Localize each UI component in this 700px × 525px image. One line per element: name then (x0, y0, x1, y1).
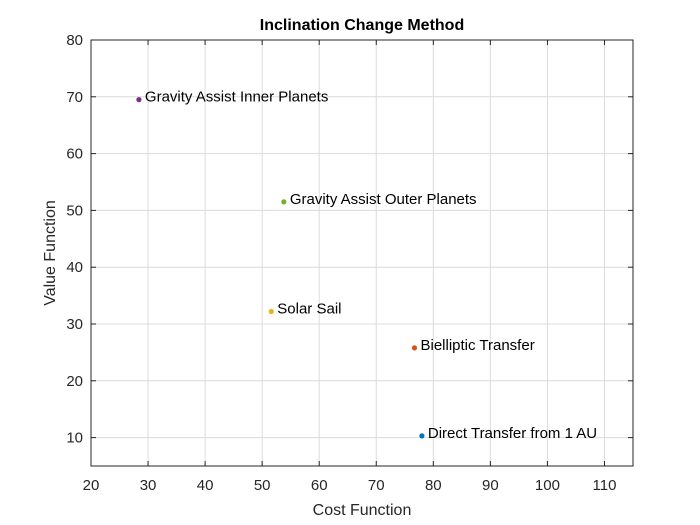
x-tick-label: 30 (140, 477, 157, 494)
y-tick-label: 50 (66, 202, 83, 219)
y-axis-label: Value Function (42, 200, 59, 306)
data-point-label: Solar Sail (277, 301, 341, 318)
x-tick-label: 50 (254, 477, 271, 494)
data-point (281, 199, 287, 205)
data-point (419, 433, 425, 439)
y-tick-label: 20 (66, 373, 83, 390)
axis-ticks: 20 30 40 50 60 70 80 90 100 110 10 20 30 40 50 60 70 80 (66, 32, 633, 494)
y-tick-label: 60 (66, 146, 83, 163)
y-tick-label: 80 (66, 32, 83, 49)
data-point (411, 345, 418, 351)
x-axis-label: Cost Function (313, 502, 412, 519)
plot-frame (90, 39, 634, 467)
data-point-label: Gravity Assist Outer Planets (290, 191, 477, 208)
x-tick-label: 60 (311, 477, 328, 494)
y-tick-label: 30 (66, 316, 83, 333)
x-tick-label: 80 (425, 477, 442, 494)
y-tick-label: 70 (66, 89, 83, 106)
data-point (268, 308, 274, 315)
x-tick-label: 20 (83, 477, 100, 494)
data-point-label: Direct Transfer from 1 AU (428, 425, 597, 442)
x-tick-label: 90 (482, 477, 499, 494)
data-point-label: Bielliptic Transfer (420, 337, 534, 354)
x-tick-label: 40 (197, 477, 214, 494)
x-tick-label: 70 (368, 477, 385, 494)
x-tick-label: 100 (535, 477, 560, 494)
chart-title: Inclination Change Method (260, 17, 464, 34)
data-point-label: Gravity Assist Inner Planets (145, 89, 328, 106)
x-tick-label: 110 (593, 477, 617, 494)
y-tick-label: 40 (66, 259, 83, 276)
y-tick-label: 10 (66, 430, 83, 447)
data-points: Direct Transfer from 1 AU Bielliptic Tran… (136, 89, 597, 442)
data-point (136, 97, 142, 103)
